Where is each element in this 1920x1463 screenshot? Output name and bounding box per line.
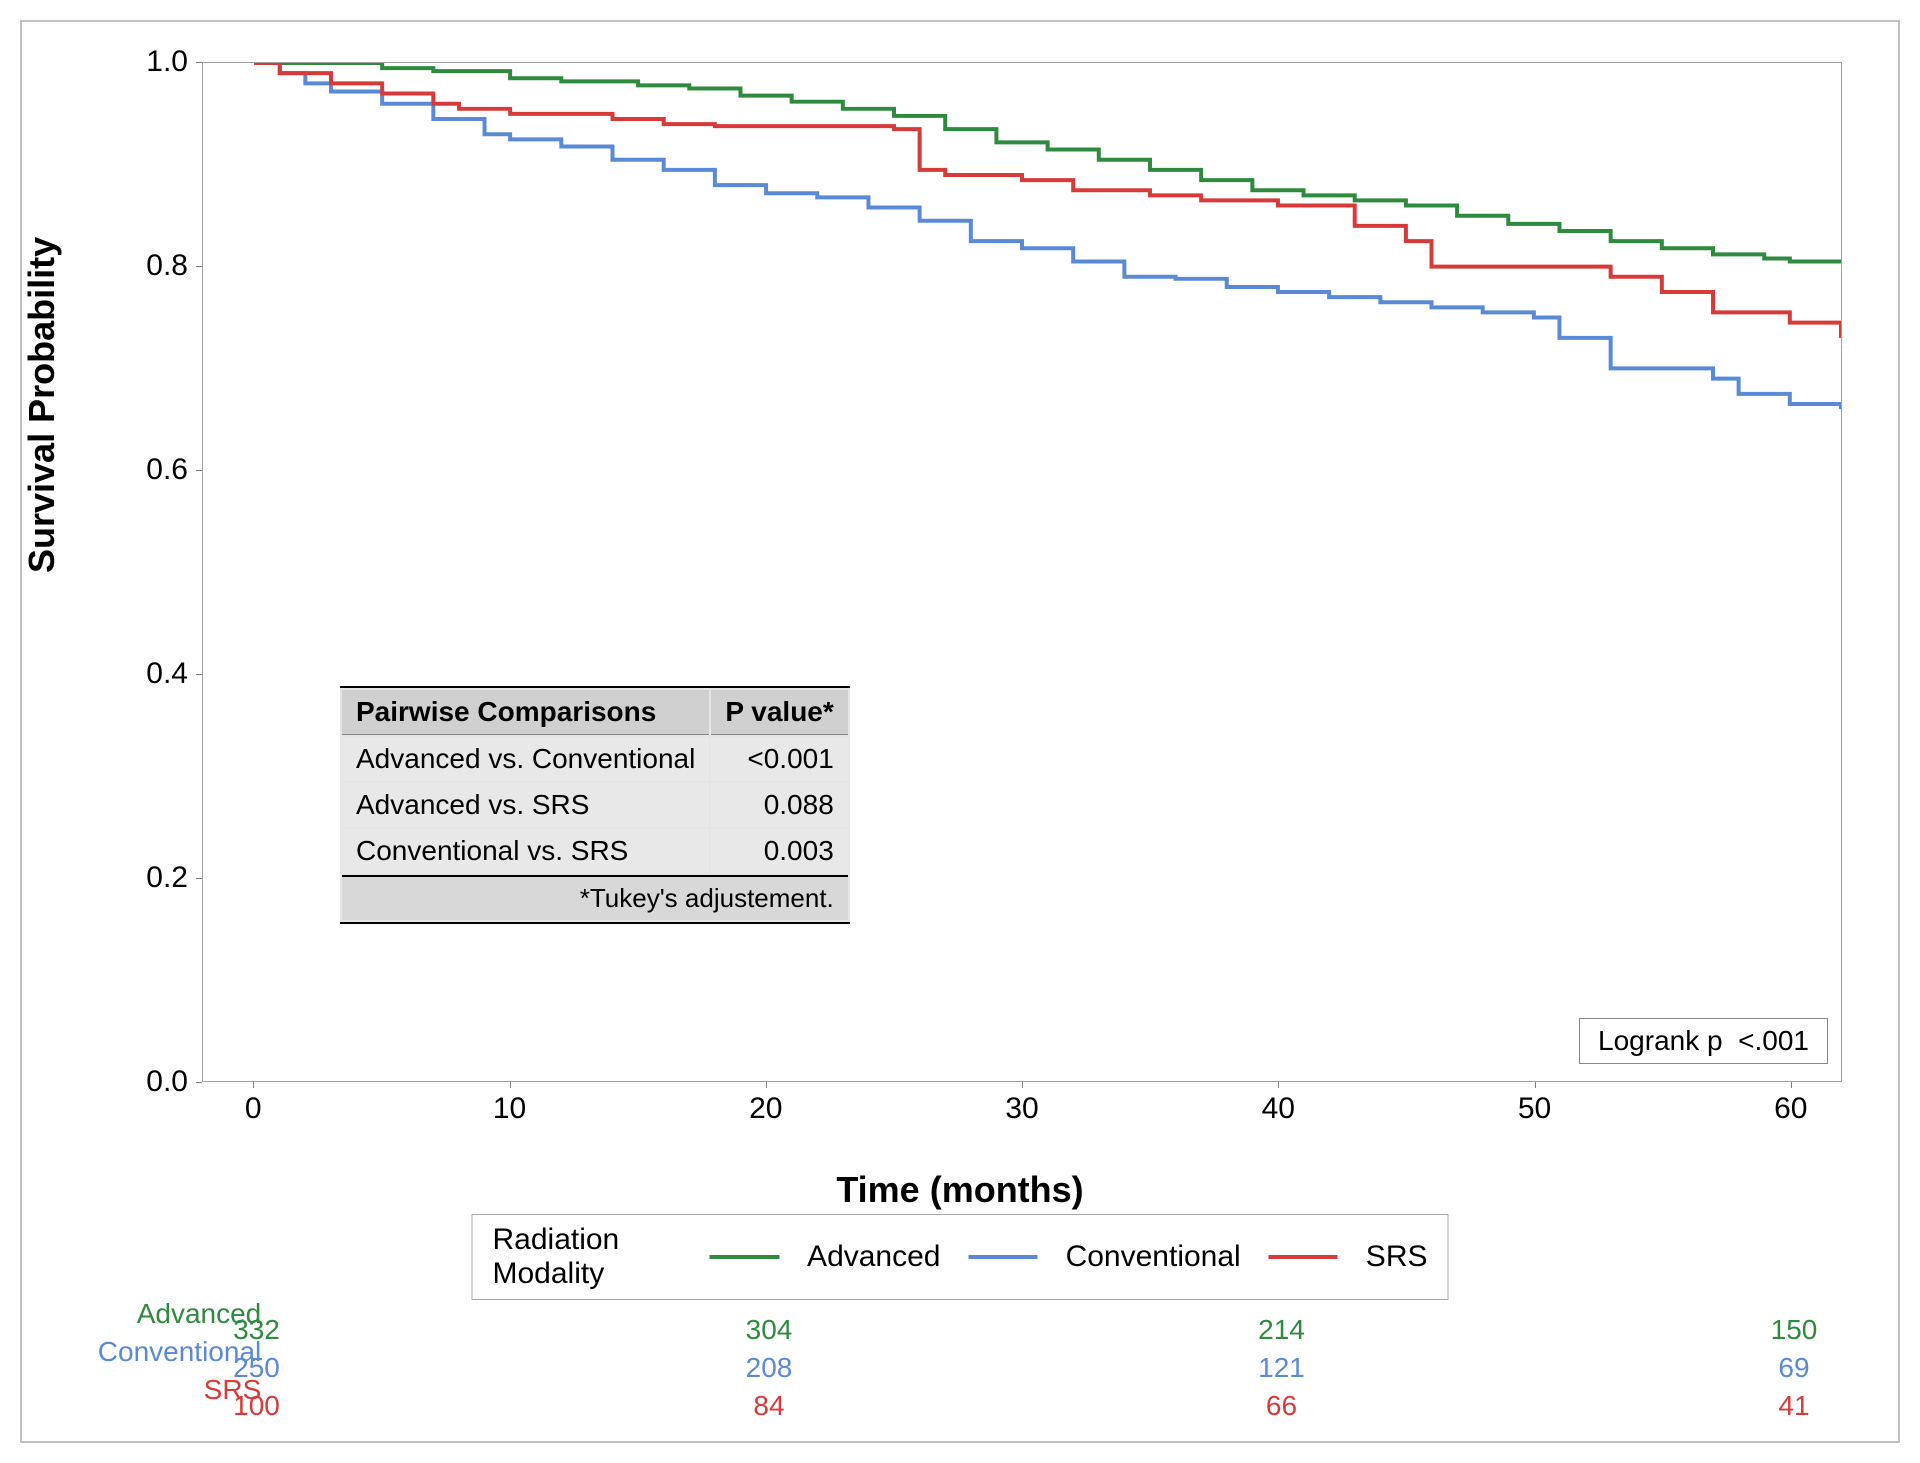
- comparison-footnote: *Tukey's adjustement.: [342, 875, 848, 920]
- risk-values-cell: 100846641: [263, 1372, 1896, 1408]
- curve-srs: [254, 63, 1841, 338]
- comparison-row: Advanced vs. SRS0.088: [342, 783, 848, 827]
- risk-row: Conventional25020812169: [72, 1334, 1896, 1370]
- y-tick-label: 0.4: [146, 657, 188, 691]
- survival-chart: Survival Probability Time (months) 0.0 0.…: [20, 20, 1900, 1443]
- comparison-footnote-row: *Tukey's adjustement.: [342, 875, 848, 920]
- risk-value: 84: [753, 1390, 784, 1422]
- risk-row: Advanced332304214150: [72, 1296, 1896, 1332]
- survival-curves-svg: [203, 63, 1841, 1081]
- legend-box: Radiation Modality Advanced Conventional…: [471, 1214, 1448, 1300]
- legend-line-conventional: [968, 1255, 1037, 1259]
- x-tick: [1278, 1082, 1279, 1088]
- comparison-pvalue: 0.003: [711, 829, 847, 873]
- risk-value: 41: [1778, 1390, 1809, 1422]
- x-axis-label: Time (months): [836, 1169, 1083, 1211]
- legend-label-advanced: Advanced: [807, 1240, 940, 1274]
- comparison-row: Advanced vs. Conventional<0.001: [342, 737, 848, 781]
- logrank-box: Logrank p <.001: [1579, 1018, 1828, 1064]
- x-tick: [1791, 1082, 1792, 1088]
- y-tick: [196, 1082, 202, 1083]
- y-tick: [196, 878, 202, 879]
- at-risk-table: Advanced332304214150Conventional25020812…: [70, 1294, 1898, 1410]
- legend-line-srs: [1269, 1255, 1338, 1259]
- risk-values-cell: 332304214150: [263, 1296, 1896, 1332]
- y-tick-label: 0.2: [146, 861, 188, 895]
- pairwise-comparison-table: Pairwise Comparisons P value* Advanced v…: [340, 686, 850, 924]
- comp-col-0: Pairwise Comparisons: [342, 690, 709, 735]
- legend-line-advanced: [710, 1255, 779, 1259]
- comparison-pair: Conventional vs. SRS: [342, 829, 709, 873]
- curve-conventional: [254, 63, 1841, 409]
- x-tick-label: 0: [245, 1092, 262, 1126]
- risk-value: 66: [1266, 1390, 1297, 1422]
- risk-values-cell: 25020812169: [263, 1334, 1896, 1370]
- y-axis-label: Survival Probability: [21, 237, 63, 573]
- comparison-pvalue: 0.088: [711, 783, 847, 827]
- y-tick-label: 0.0: [146, 1065, 188, 1099]
- comparison-pvalue: <0.001: [711, 737, 847, 781]
- x-tick-label: 10: [493, 1092, 526, 1126]
- x-tick: [510, 1082, 511, 1088]
- legend-title: Radiation Modality: [492, 1223, 681, 1291]
- x-tick-label: 50: [1518, 1092, 1551, 1126]
- comparison-pair: Advanced vs. Conventional: [342, 737, 709, 781]
- y-tick-label: 1.0: [146, 45, 188, 79]
- curve-advanced: [254, 63, 1841, 262]
- comparison-row: Conventional vs. SRS0.003: [342, 829, 848, 873]
- comp-col-1: P value*: [711, 690, 847, 735]
- logrank-label: Logrank p: [1598, 1025, 1723, 1056]
- y-tick-label: 0.6: [146, 453, 188, 487]
- y-tick: [196, 62, 202, 63]
- risk-row: SRS100846641: [72, 1372, 1896, 1408]
- x-tick: [1535, 1082, 1536, 1088]
- x-tick-label: 40: [1262, 1092, 1295, 1126]
- x-tick-label: 60: [1774, 1092, 1807, 1126]
- y-tick: [196, 266, 202, 267]
- x-tick-label: 30: [1005, 1092, 1038, 1126]
- plot-area: [202, 62, 1842, 1082]
- logrank-value: <.001: [1738, 1025, 1809, 1056]
- x-tick: [766, 1082, 767, 1088]
- comparison-pair: Advanced vs. SRS: [342, 783, 709, 827]
- risk-value: 100: [233, 1390, 280, 1422]
- x-tick: [1022, 1082, 1023, 1088]
- y-tick-label: 0.8: [146, 249, 188, 283]
- legend-label-srs: SRS: [1366, 1240, 1428, 1274]
- x-tick: [253, 1082, 254, 1088]
- x-tick-label: 20: [749, 1092, 782, 1126]
- y-tick: [196, 674, 202, 675]
- y-tick: [196, 470, 202, 471]
- legend-label-conventional: Conventional: [1066, 1240, 1241, 1274]
